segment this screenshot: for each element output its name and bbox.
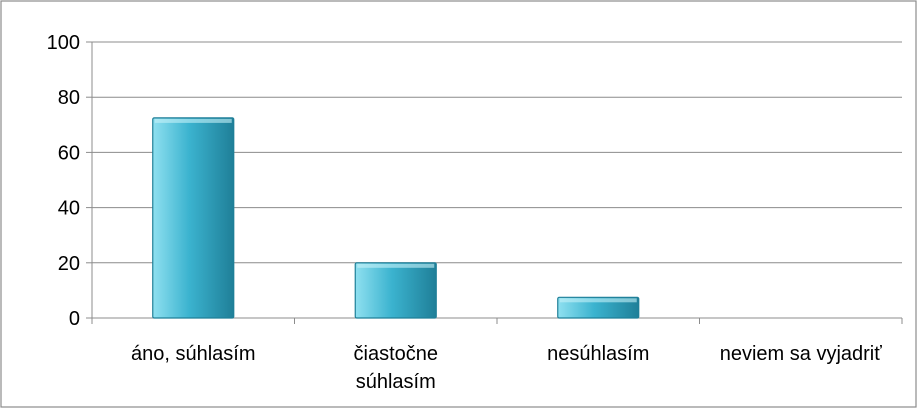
y-tick-label: 100 — [47, 32, 80, 54]
y-tick-label: 40 — [58, 198, 80, 220]
x-tick-label-line: neviem sa vyjadriť — [720, 343, 883, 365]
x-tick-label-line: nesúhlasím — [547, 343, 649, 365]
x-tick-label-line: áno, súhlasím — [131, 343, 256, 365]
bar — [152, 117, 235, 319]
bar — [557, 296, 640, 319]
x-tick-label-line: súhlasím — [356, 371, 436, 393]
x-tick-label: čiastočne súhlasím — [354, 343, 439, 393]
x-tick-label: neviem sa vyjadriť — [720, 343, 883, 365]
y-tick-label: 60 — [58, 142, 80, 164]
bar-highlight — [559, 298, 637, 303]
bar-highlight — [154, 118, 232, 123]
x-tick-label: áno, súhlasím — [131, 343, 256, 365]
tick-labels: 0 20 40 60 80 100 áno, súhlasím čiastočne súhlas… — [47, 32, 883, 393]
x-tick-label-line: čiastočne — [354, 343, 439, 365]
bar-highlight — [357, 263, 435, 268]
y-tick-label: 0 — [69, 308, 80, 330]
bar — [354, 262, 437, 319]
y-tick-label: 80 — [58, 87, 80, 109]
y-tick-label: 20 — [58, 253, 80, 275]
x-tick-label: nesúhlasím — [547, 343, 649, 365]
bars — [152, 117, 640, 319]
